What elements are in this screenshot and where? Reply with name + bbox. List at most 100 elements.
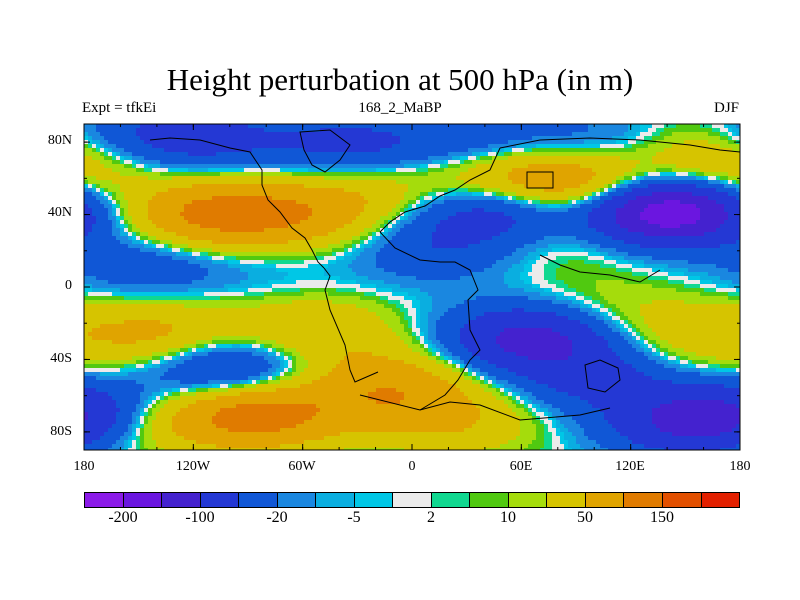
field-cell: [324, 248, 329, 253]
field-cell: [312, 392, 317, 397]
field-cell: [220, 216, 225, 221]
field-cell: [104, 208, 109, 213]
field-cell: [172, 244, 177, 249]
field-cell: [156, 236, 161, 241]
field-cell: [92, 396, 97, 401]
field-cell: [140, 400, 145, 405]
field-cell: [220, 272, 225, 277]
field-cell: [108, 204, 113, 209]
field-cell: [128, 148, 133, 153]
field-cell: [124, 312, 129, 317]
field-cell: [292, 204, 297, 209]
field-cell: [120, 160, 125, 165]
field-cell: [320, 296, 325, 301]
field-cell: [296, 248, 301, 253]
field-cell: [264, 264, 269, 269]
field-cell: [268, 236, 273, 241]
field-cell: [128, 132, 133, 137]
field-cell: [212, 308, 217, 313]
field-cell: [156, 208, 161, 213]
field-cell: [296, 416, 301, 421]
field-cell: [308, 252, 313, 257]
field-cell: [276, 396, 281, 401]
field-cell: [92, 196, 97, 201]
field-cell: [304, 140, 309, 145]
field-cell: [128, 308, 133, 313]
field-cell: [104, 416, 109, 421]
field-cell: [176, 132, 181, 137]
field-cell: [300, 232, 305, 237]
field-cell: [324, 320, 329, 325]
field-cell: [284, 252, 289, 257]
field-cell: [188, 316, 193, 321]
field-cell: [232, 328, 237, 333]
field-cell: [96, 368, 101, 373]
field-cell: [172, 332, 177, 337]
field-cell: [116, 140, 121, 145]
field-cell: [292, 232, 297, 237]
field-cell: [204, 308, 209, 313]
field-cell: [132, 148, 137, 153]
field-cell: [248, 204, 253, 209]
field-cell: [276, 340, 281, 345]
field-cell: [192, 244, 197, 249]
field-cell: [196, 224, 201, 229]
field-cell: [156, 220, 161, 225]
field-cell: [276, 268, 281, 273]
field-cell: [204, 172, 209, 177]
field-cell: [276, 160, 281, 165]
field-cell: [152, 168, 157, 173]
field-cell: [272, 396, 277, 401]
field-cell: [96, 248, 101, 253]
field-cell: [304, 408, 309, 413]
field-cell: [120, 408, 125, 413]
field-cell: [96, 124, 101, 129]
field-cell: [236, 268, 241, 273]
field-cell: [204, 128, 209, 133]
field-cell: [216, 272, 221, 277]
field-cell: [192, 220, 197, 225]
field-cell: [108, 236, 113, 241]
field-cell: [220, 160, 225, 165]
field-cell: [112, 128, 117, 133]
field-cell: [164, 424, 169, 429]
field-cell: [156, 396, 161, 401]
field-cell: [124, 284, 129, 289]
field-cell: [112, 300, 117, 305]
field-cell: [236, 376, 241, 381]
field-cell: [84, 444, 89, 449]
field-cell: [156, 404, 161, 409]
field-cell: [132, 160, 137, 165]
field-cell: [244, 424, 249, 429]
field-cell: [100, 340, 105, 345]
field-cell: [140, 256, 145, 261]
field-cell: [264, 392, 269, 397]
field-cell: [88, 276, 93, 281]
field-cell: [200, 264, 205, 269]
field-cell: [256, 292, 261, 297]
field-cell: [276, 132, 281, 137]
field-cell: [252, 364, 257, 369]
field-cell: [120, 312, 125, 317]
field-cell: [304, 448, 309, 450]
field-cell: [172, 176, 177, 181]
field-cell: [288, 152, 293, 157]
field-cell: [116, 184, 121, 189]
field-cell: [316, 304, 321, 309]
field-cell: [92, 380, 97, 385]
field-cell: [136, 224, 141, 229]
field-cell: [180, 148, 185, 153]
field-cell: [276, 156, 281, 161]
field-cell: [136, 192, 141, 197]
field-cell: [84, 396, 89, 401]
field-cell: [284, 224, 289, 229]
field-cell: [248, 244, 253, 249]
field-cell: [132, 176, 137, 181]
field-cell: [148, 284, 153, 289]
field-cell: [152, 252, 157, 257]
field-cell: [276, 232, 281, 237]
field-cell: [324, 300, 329, 305]
field-cell: [268, 220, 273, 225]
field-cell: [92, 212, 97, 217]
field-cell: [124, 280, 129, 285]
